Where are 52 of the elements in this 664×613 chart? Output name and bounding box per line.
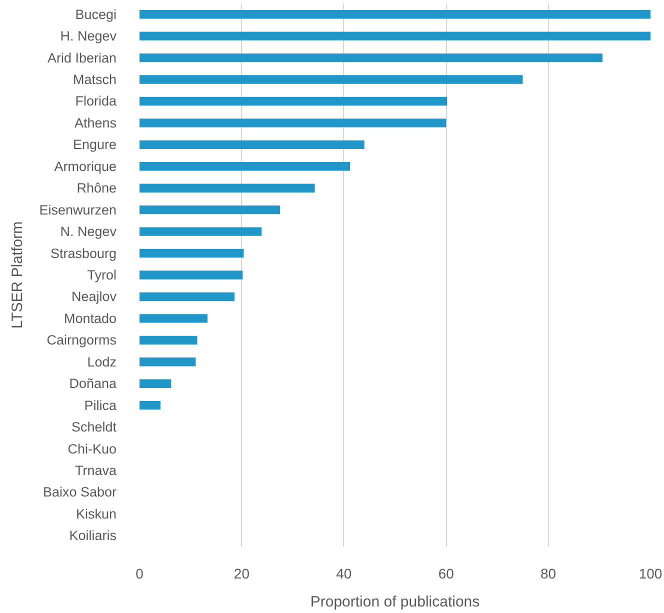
y-tick-label: Baixo Sabor [42, 484, 118, 500]
bar [140, 314, 208, 323]
x-tick-label: 0 [136, 566, 144, 582]
y-tick-label: Eisenwurzen [39, 202, 117, 218]
bar [140, 227, 262, 236]
bar [140, 379, 172, 388]
bar [140, 10, 650, 19]
bar [140, 184, 315, 192]
bar [140, 140, 364, 150]
bar [140, 53, 602, 62]
bar [140, 75, 523, 84]
y-tick-label: Arid Iberian [47, 50, 117, 66]
y-tick-label: Engure [72, 137, 117, 152]
y-tick-label: Rhône [76, 180, 117, 196]
y-tick-label: Athens [74, 115, 117, 130]
y-tick-label: Armorique [54, 158, 117, 174]
y-tick-label: Kiskun [76, 506, 117, 522]
bar [140, 270, 243, 280]
x-tick-label: 60 [438, 566, 454, 582]
bar [140, 32, 650, 40]
bar [140, 162, 350, 171]
bar [140, 336, 198, 345]
y-tick-label: Florida [75, 94, 117, 109]
y-tick-label: Pilica [84, 398, 117, 413]
x-tick-label: 20 [234, 566, 250, 582]
y-tick-label: H. Negev [60, 28, 117, 44]
bar [140, 248, 244, 258]
y-tick-label: Doñana [69, 376, 117, 392]
y-axis-title: LTSER Platform [9, 221, 26, 329]
x-tick-label: 40 [336, 566, 352, 582]
y-tick-label: Tyrol [87, 268, 117, 282]
x-axis-title: Proportion of publications [310, 594, 480, 610]
y-tick-label: Matsch [72, 72, 117, 88]
y-tick-label: Chi-Kuo [68, 441, 117, 456]
bar [140, 96, 448, 106]
bar [140, 205, 280, 214]
y-tick-label: Neajlov [71, 289, 117, 304]
bar [140, 292, 235, 302]
y-tick-label: Trnava [74, 462, 117, 478]
bar [140, 118, 446, 128]
x-tick-label: 80 [540, 566, 556, 582]
y-tick-label: Strasbourg [50, 246, 117, 261]
bar [140, 400, 160, 410]
x-tick-label: 100 [638, 566, 662, 582]
y-tick-label: Montado [64, 310, 117, 326]
y-tick-label: Bucegi [75, 6, 117, 22]
y-tick-label: Scheldt [71, 420, 117, 435]
y-tick-label: Cairngorms [46, 332, 117, 348]
y-tick-label: Koiliaris [69, 528, 117, 544]
y-tick-label: Lodz [87, 354, 117, 370]
bar [140, 358, 196, 366]
y-tick-label: N. Negev [60, 224, 117, 240]
